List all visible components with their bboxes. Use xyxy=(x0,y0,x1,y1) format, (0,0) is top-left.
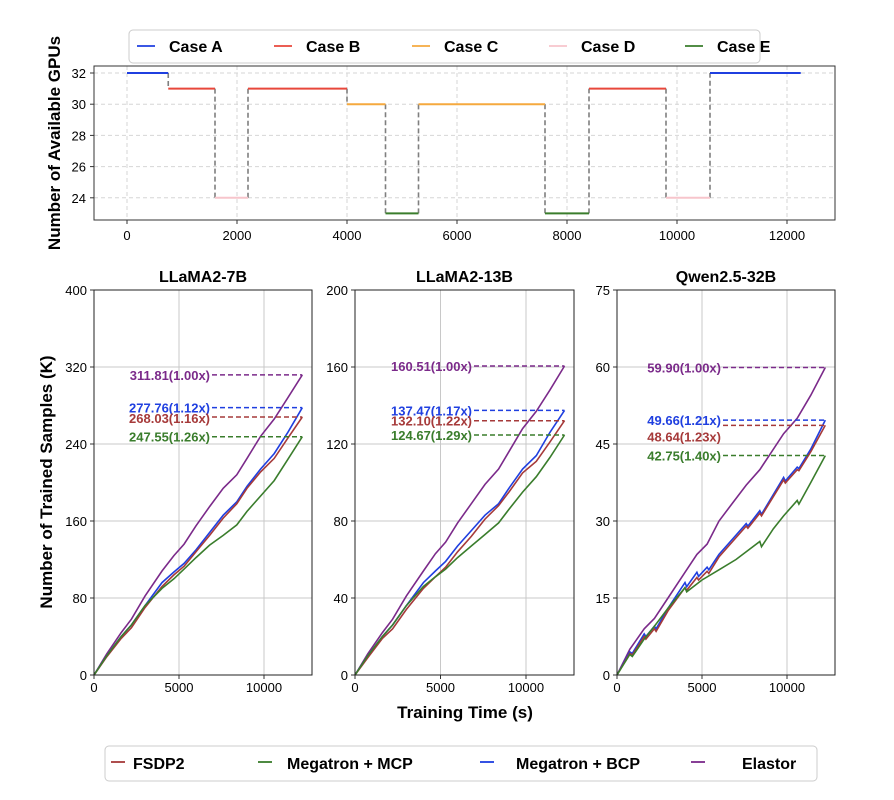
top-y-tick-label: 30 xyxy=(72,97,86,112)
y-tick-label: 320 xyxy=(65,360,87,375)
x-tick-label: 5000 xyxy=(688,680,717,695)
top-x-tick-label: 0 xyxy=(123,228,130,243)
y-tick-label: 30 xyxy=(596,514,610,529)
bottom-x-axis-label: Training Time (s) xyxy=(397,703,533,722)
top-y-tick-label: 32 xyxy=(72,66,86,81)
legend-label-case-b: Case B xyxy=(306,39,360,56)
legend-label-fsdp2: FSDP2 xyxy=(133,756,185,773)
final-value-label-megatron-mcp: 247.55(1.26x) xyxy=(129,430,210,445)
series-line-fsdp2 xyxy=(616,424,827,676)
legend-label-megatron-bcp: Megatron + BCP xyxy=(516,756,640,773)
gpu-availability-panel: 0 2000 4000 6000 8000 10000 12000 24 26 28 30 32 Nu… xyxy=(45,29,836,250)
series-line-fsdp2 xyxy=(354,420,566,676)
top-x-tick-label: 12000 xyxy=(769,228,805,243)
top-lines xyxy=(127,72,801,215)
bottom-legend-box xyxy=(104,745,818,782)
final-value-label-megatron-mcp: 42.75(1.40x) xyxy=(647,449,721,464)
bottom-y-axis-label: Number of Trained Samples (K) xyxy=(37,355,56,608)
series-line-elastor xyxy=(93,374,303,676)
final-value-label-elastor: 160.51(1.00x) xyxy=(391,359,472,374)
panel-llama2-7b: 0 5000 10000 0 80 160 240 320 400 311.81(1.00x) 27… xyxy=(65,269,313,695)
top-legend-box xyxy=(128,29,761,64)
legend-label-case-a: Case A xyxy=(169,39,223,56)
series-line-elastor xyxy=(616,367,827,676)
y-tick-label: 160 xyxy=(65,514,87,529)
y-tick-label: 400 xyxy=(65,283,87,298)
final-value-label-fsdp2: 132.10(1.22x) xyxy=(391,414,472,429)
top-y-axis-label: Number of Available GPUs xyxy=(45,36,64,250)
y-tick-label: 80 xyxy=(334,514,348,529)
y-tick-label: 60 xyxy=(596,360,610,375)
x-tick-label: 5000 xyxy=(165,680,194,695)
axes-frame xyxy=(93,289,313,676)
final-value-label-fsdp2: 48.64(1.23x) xyxy=(647,429,721,444)
top-axes-frame xyxy=(93,65,836,221)
legend-label-case-c: Case C xyxy=(444,39,499,56)
legend-label-elastor: Elastor xyxy=(742,756,796,773)
top-legend: Case A Case B Case C Case D Case E xyxy=(128,29,771,64)
y-tick-label: 15 xyxy=(596,591,610,606)
series-line-megatron-mcp xyxy=(93,436,303,676)
y-tick-label: 200 xyxy=(326,283,348,298)
x-tick-label: 5000 xyxy=(426,680,455,695)
top-x-tick-label: 2000 xyxy=(223,228,252,243)
y-tick-label: 45 xyxy=(596,437,610,452)
series-line-megatron-mcp xyxy=(354,434,566,676)
y-tick-label: 75 xyxy=(596,283,610,298)
legend-label-case-d: Case D xyxy=(581,39,635,56)
axes-frame xyxy=(354,289,575,676)
y-tick-label: 120 xyxy=(326,437,348,452)
top-y-tick-label: 28 xyxy=(72,128,86,143)
top-x-tick-label: 8000 xyxy=(553,228,582,243)
axes-frame xyxy=(616,289,836,676)
series-line-fsdp2 xyxy=(93,416,303,676)
final-value-label-elastor: 311.81(1.00x) xyxy=(130,368,210,383)
final-value-label-megatron-bcp: 137.47(1.17x) xyxy=(391,403,472,418)
panel-title: LLaMA2-7B xyxy=(159,269,247,286)
top-ticks: 0 2000 4000 6000 8000 10000 12000 24 26 28 30 32 xyxy=(72,66,806,243)
final-value-label-megatron-bcp: 49.66(1.21x) xyxy=(647,413,721,428)
final-value-label-fsdp2: 268.03(1.16x) xyxy=(129,411,210,426)
top-x-tick-label: 6000 xyxy=(443,228,472,243)
x-tick-label: 0 xyxy=(351,680,358,695)
top-x-tick-label: 4000 xyxy=(333,228,362,243)
top-x-tick-label: 10000 xyxy=(659,228,695,243)
y-tick-label: 80 xyxy=(73,591,87,606)
y-tick-label: 160 xyxy=(326,360,348,375)
y-tick-label: 0 xyxy=(341,668,348,683)
legend-label-case-e: Case E xyxy=(717,39,771,56)
panel-llama2-13b: 0 5000 10000 0 40 80 120 160 200 160.51(1.00x) 137… xyxy=(326,269,575,695)
x-tick-label: 0 xyxy=(613,680,620,695)
panel-qwen2-5-32b: 0 5000 10000 0 15 30 45 60 75 59.90(1.00x) 49.66(1… xyxy=(596,269,836,695)
final-value-label-megatron-bcp: 277.76(1.12x) xyxy=(129,401,210,416)
x-tick-label: 10000 xyxy=(769,680,805,695)
final-value-label-elastor: 59.90(1.00x) xyxy=(647,361,721,376)
bottom-legend: FSDP2 Megatron + MCP Megatron + BCP Elastor xyxy=(104,745,818,782)
panel-title: LLaMA2-13B xyxy=(416,269,513,286)
series-line-elastor xyxy=(354,365,566,676)
panel-title: Qwen2.5-32B xyxy=(676,269,776,286)
top-y-tick-label: 26 xyxy=(72,160,86,175)
top-y-tick-label: 24 xyxy=(72,191,86,206)
y-tick-label: 240 xyxy=(65,437,87,452)
series-line-megatron-mcp xyxy=(616,455,827,676)
legend-label-megatron-mcp: Megatron + MCP xyxy=(287,756,413,773)
final-value-label-megatron-mcp: 124.67(1.29x) xyxy=(391,428,472,443)
x-tick-label: 0 xyxy=(90,680,97,695)
x-tick-label: 10000 xyxy=(246,680,282,695)
x-tick-label: 10000 xyxy=(508,680,544,695)
y-tick-label: 0 xyxy=(80,668,87,683)
trained-samples-panels: 0 5000 10000080160240320400311.81(1.00x)27… xyxy=(65,269,836,695)
y-tick-label: 40 xyxy=(334,591,348,606)
y-tick-label: 0 xyxy=(603,668,610,683)
